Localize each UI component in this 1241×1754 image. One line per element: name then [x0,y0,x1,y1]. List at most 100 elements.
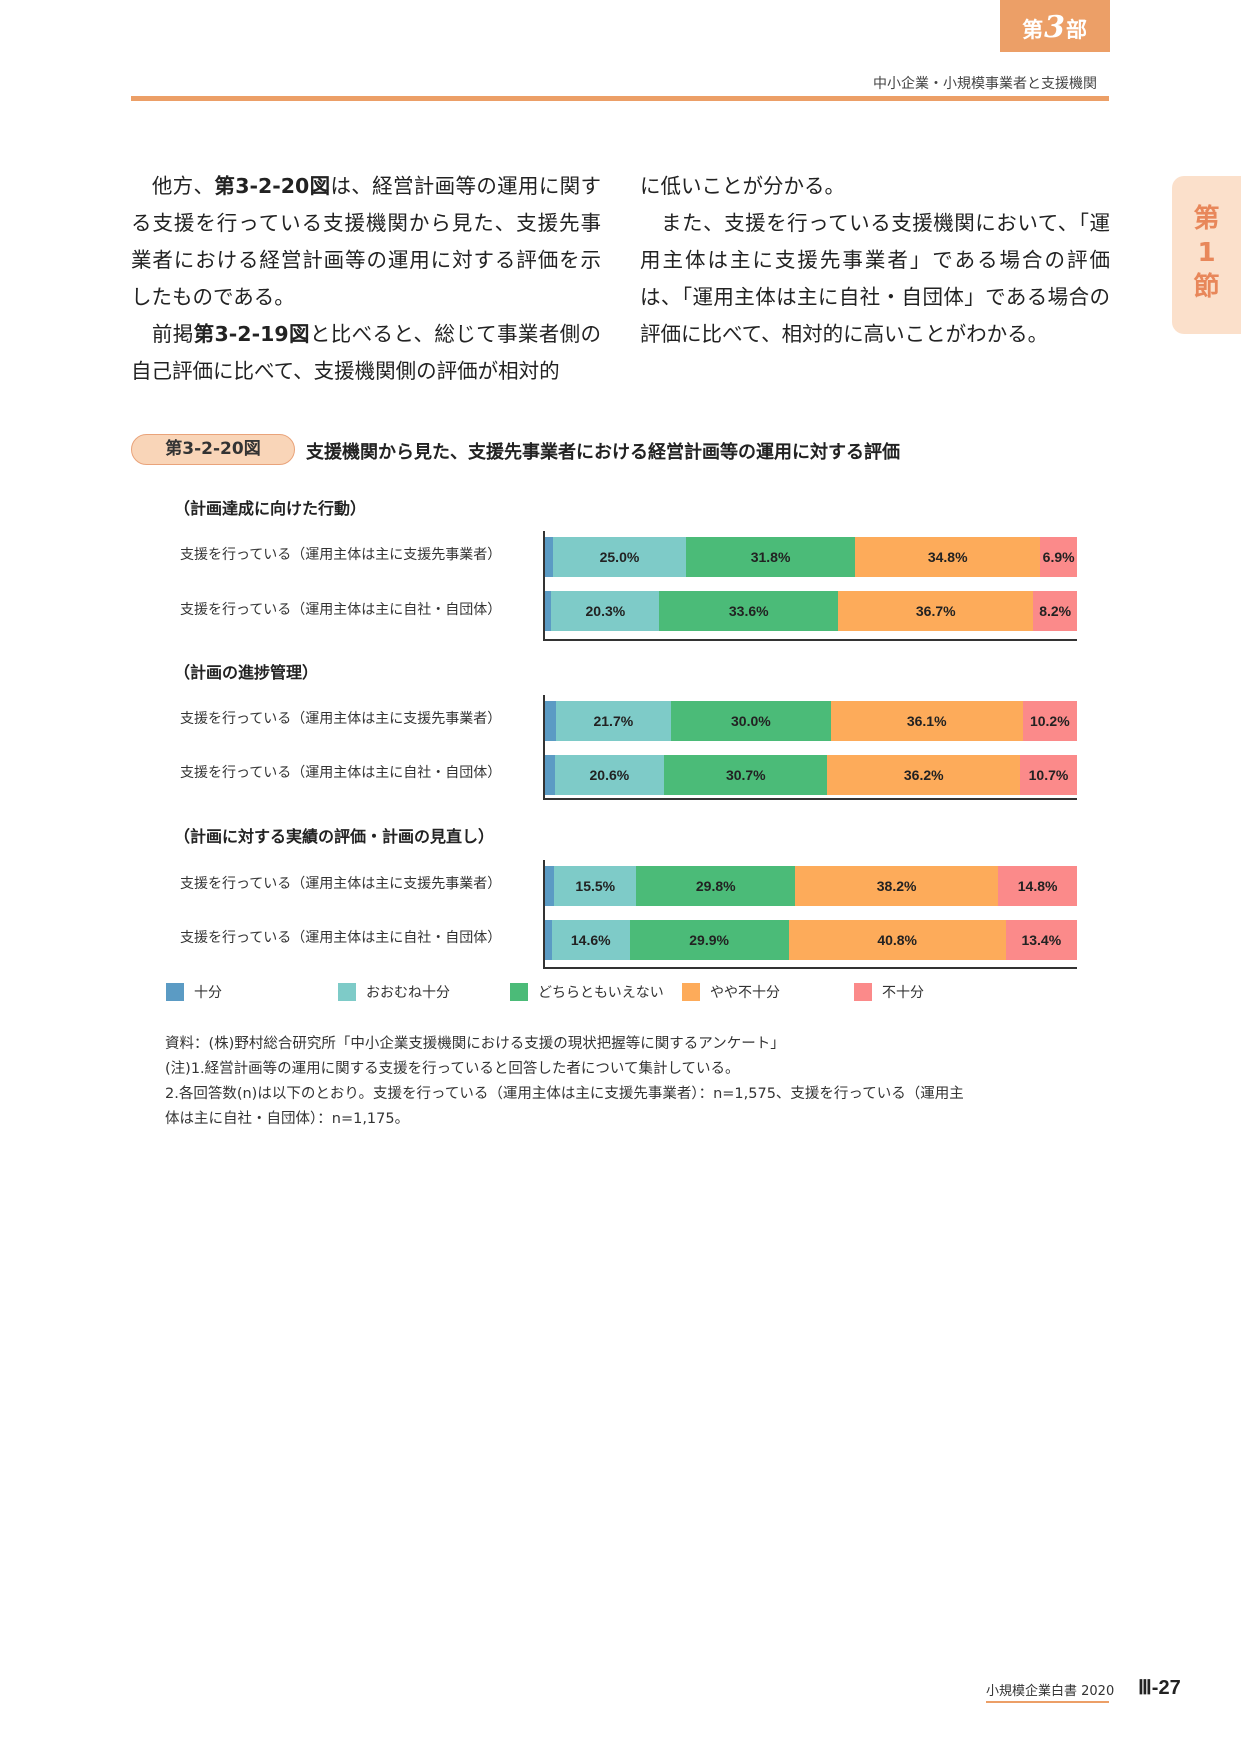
chart-row-label: 支援を行っている（運用主体は主に支援先事業者） [180,711,502,727]
chart-legend: 十分 おおむね十分 どちらともいえない やや不十分 不十分 [166,982,966,1006]
part-tab: 第3部 [1000,0,1110,52]
chart-axis-1 [543,531,545,640]
bar-segment-5: 10.2% [1022,701,1077,741]
figure-label: 第3-2-20図 [131,434,295,465]
legend-label: 不十分 [882,985,924,1001]
bar-segment-3: 30.0% [671,701,831,741]
section-tab: 第 1 節 [1172,176,1241,334]
chart-bar: 20.3% 33.6% 36.7% 8.2% [545,591,1077,631]
header-rule [131,96,1109,101]
body-column-left: 他方、第3-2-20図は、経営計画等の運用に関する支援を行っている支援機関から見… [131,168,601,390]
bar-segment-5: 10.7% [1020,755,1077,795]
body-paragraph-2: 前掲第3-2-19図と比べると、総じて事業者側の自己評価に比べて、支援機関側の評… [131,316,601,390]
legend-label: やや不十分 [710,985,780,1001]
bar-segment-4: 36.1% [830,701,1023,741]
bar-segment-3: 29.9% [629,920,789,960]
chart-row-label: 支援を行っている（運用主体は主に支援先事業者） [180,876,502,892]
body-text: は、経営計画等の運用に関する支援を行っている支援機関から見た、支援先事業者におけ… [131,174,602,309]
chart-row-label: 支援を行っている（運用主体は主に自社・自団体） [180,602,502,618]
part-number: 3 [1044,10,1066,45]
bar-segment-3: 29.8% [636,866,796,906]
chart-row-label: 支援を行っている（運用主体は主に自社・自団体） [180,930,502,946]
bar-segment-4: 40.8% [788,920,1006,960]
chart-axis-2 [543,695,545,799]
bar-segment-3: 31.8% [685,537,856,577]
chart-row-label: 支援を行っている（運用主体は主に支援先事業者） [180,547,502,563]
bar-segment-3: 30.7% [664,755,828,795]
chart-bar: 15.5% 29.8% 38.2% 14.8% [545,866,1077,906]
section-tab-char-3: 節 [1193,272,1220,302]
chart-bar: 21.7% 30.0% 36.1% 10.2% [545,701,1077,741]
body-text: 他方、 [151,174,215,198]
header-subtitle: 中小企業・小規模事業者と支援機関 [873,76,1097,92]
bar-segment-2: 25.0% [552,537,686,577]
bar-segment-2: 15.5% [554,866,637,906]
chart-bar: 20.6% 30.7% 36.2% 10.7% [545,755,1077,795]
body-text: また、支援を行っている支援機関において、「運用主体は主に支援先事業者」である場合… [640,211,1111,346]
bar-segment-3: 33.6% [659,591,839,631]
bar-segment-1 [545,591,552,631]
legend-item: 十分 [166,982,222,1002]
chart-baseline-1 [543,639,1077,641]
page-number: Ⅲ-27 [1138,1677,1181,1699]
section-tab-char-1: 第 [1193,204,1220,234]
legend-item: やや不十分 [682,982,780,1002]
legend-item: 不十分 [854,982,924,1002]
chart-group-title-3: （計画に対する実績の評価・計画の見直し） [174,827,495,846]
bar-segment-2: 20.3% [551,591,660,631]
chart-row-label: 支援を行っている（運用主体は主に自社・自団体） [180,765,502,781]
note-2a: 2.各回答数(n)は以下のとおり。支援を行っている（運用主体は主に支援先事業者）… [165,1086,964,1102]
legend-swatch [166,983,184,1001]
figure-reference: 第3-2-20図 [214,174,331,198]
legend-swatch [682,983,700,1001]
chart-axis-3 [543,860,545,968]
bar-segment-1 [545,920,552,960]
part-suffix: 部 [1065,18,1088,42]
legend-item: どちらともいえない [510,982,664,1002]
chart-group-title-2: （計画の進捗管理） [174,663,319,682]
bar-segment-4: 36.7% [838,591,1034,631]
section-tab-char-2: 1 [1197,238,1216,268]
bar-segment-4: 36.2% [827,755,1021,795]
legend-label: おおむね十分 [366,985,450,1001]
chart-baseline-2 [543,798,1077,800]
bar-segment-5: 13.4% [1005,920,1077,960]
figure-notes: 資料：(株)野村総合研究所「中小企業支援機関における支援の現状把握等に関するアン… [165,1032,1085,1132]
bar-segment-1 [545,866,555,906]
legend-swatch [854,983,872,1001]
bar-segment-2: 14.6% [551,920,630,960]
bar-segment-5: 14.8% [998,866,1077,906]
source-note: 資料：(株)野村総合研究所「中小企業支援機関における支援の現状把握等に関するアン… [165,1036,785,1052]
legend-label: どちらともいえない [538,985,664,1001]
chart-baseline-3 [543,967,1077,969]
note-1: (注)1.経営計画等の運用に関する支援を行っていると回答した者について集計してい… [165,1061,740,1077]
bar-segment-4: 34.8% [855,537,1041,577]
footer-rule [986,1701,1109,1703]
figure-reference: 第3-2-19図 [193,322,310,346]
legend-item: おおむね十分 [338,982,450,1002]
chart-group-title-1: （計画達成に向けた行動） [174,499,367,518]
bar-segment-5: 6.9% [1040,537,1077,577]
footer-title: 小規模企業白書 2020 [986,1684,1115,1699]
chart-bar: 14.6% 29.9% 40.8% 13.4% [545,920,1077,960]
bar-segment-2: 20.6% [554,755,665,795]
body-paragraph-3: に低いことが分かる。 [640,174,845,198]
bar-segment-1 [545,755,555,795]
body-text: と比べると、総じて事業者側の自己評価に比べて、支援機関側の評価が相対的 [131,322,602,383]
bar-segment-5: 8.2% [1033,591,1077,631]
bar-segment-1 [545,537,553,577]
body-paragraph-4: また、支援を行っている支援機関において、「運用主体は主に支援先事業者」である場合… [640,205,1110,353]
chart-bar: 25.0% 31.8% 34.8% 6.9% [545,537,1077,577]
legend-swatch [510,983,528,1001]
body-column-right: に低いことが分かる。 また、支援を行っている支援機関において、「運用主体は主に支… [640,168,1110,353]
body-text: 前掲 [151,322,194,346]
figure-title: 支援機関から見た、支援先事業者における経営計画等の運用に対する評価 [306,442,900,463]
bar-segment-4: 38.2% [795,866,999,906]
legend-swatch [338,983,356,1001]
body-paragraph-1: 他方、第3-2-20図は、経営計画等の運用に関する支援を行っている支援機関から見… [131,168,601,316]
part-prefix: 第 [1022,18,1045,42]
bar-segment-1 [545,701,556,741]
bar-segment-2: 21.7% [555,701,672,741]
legend-label: 十分 [194,985,222,1001]
note-2b: 体は主に自社・自団体）：n=1,175。 [165,1111,410,1127]
